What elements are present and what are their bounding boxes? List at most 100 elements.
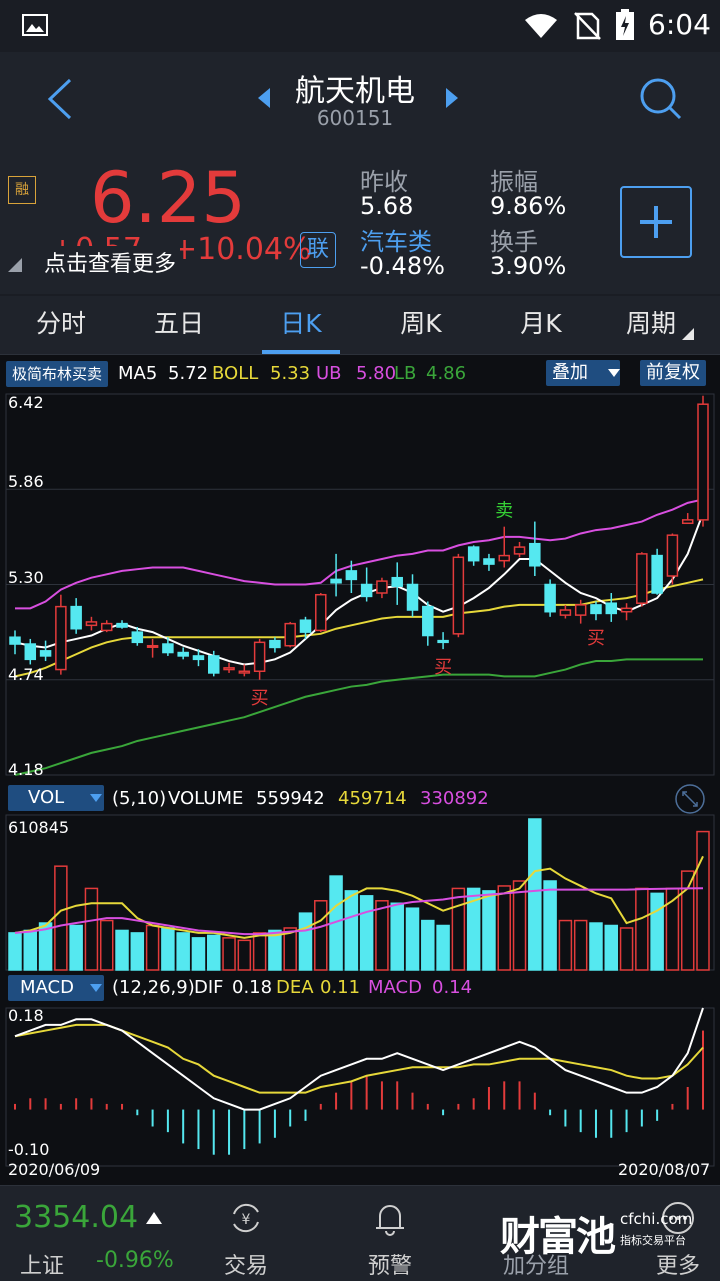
candle-body bbox=[269, 639, 281, 649]
dea-line bbox=[14, 1023, 704, 1094]
volume-bars bbox=[8, 818, 710, 971]
buy-signal: 买 bbox=[434, 657, 452, 678]
dif-value: 0.18 bbox=[232, 977, 273, 998]
ub-label: UB bbox=[316, 363, 342, 384]
turnover-label: 换手 bbox=[490, 228, 538, 256]
see-more-tip[interactable]: 点击查看更多 bbox=[40, 246, 181, 278]
volume-bar bbox=[635, 887, 649, 971]
nav-alert[interactable]: 预警 bbox=[340, 1186, 440, 1281]
back-arrow-icon[interactable] bbox=[44, 78, 74, 120]
volume-bar bbox=[451, 887, 466, 971]
buy-signal: 买 bbox=[251, 688, 269, 709]
boll-value: 5.33 bbox=[270, 363, 311, 384]
sector-change: -0.48% bbox=[360, 252, 445, 280]
linked-badge[interactable]: 联 bbox=[300, 232, 336, 268]
price-gridlines bbox=[6, 393, 714, 776]
volume-bar bbox=[390, 902, 404, 971]
nav-more-label: 更多 bbox=[655, 1254, 700, 1279]
tab-intraday[interactable]: 分时 bbox=[35, 309, 86, 338]
price-axis-label: 4.18 bbox=[8, 760, 44, 779]
prev-stock-icon[interactable] bbox=[258, 88, 272, 108]
candle-body bbox=[666, 534, 679, 577]
tab-monthly-k[interactable]: 月K bbox=[520, 309, 562, 338]
candle-body bbox=[253, 641, 266, 672]
ma5-line bbox=[14, 512, 704, 666]
expand-corner-icon bbox=[8, 258, 22, 272]
bell-icon bbox=[376, 1205, 404, 1236]
volume-bar bbox=[696, 830, 710, 971]
kline-chart-area[interactable]: 极简布林买卖 MA5 5.72 BOLL 5.33 UB 5.80 LB 4.8… bbox=[0, 355, 720, 1185]
nav-add-group[interactable]: 加分组 bbox=[486, 1186, 586, 1281]
overlay-dropdown[interactable]: 叠加 bbox=[546, 360, 620, 386]
candle-body bbox=[590, 604, 602, 615]
volume-bar bbox=[543, 880, 557, 971]
volume-bar bbox=[252, 932, 267, 971]
active-tab-indicator bbox=[262, 350, 340, 354]
current-price: 6.25 bbox=[90, 157, 246, 239]
volume-bar bbox=[54, 865, 68, 971]
candle-body bbox=[284, 622, 296, 647]
index-value[interactable]: 3354.04 bbox=[14, 1200, 139, 1235]
volume-bar bbox=[38, 922, 53, 971]
date-end: 2020/08/07 bbox=[618, 1160, 711, 1179]
candle-body bbox=[55, 605, 67, 671]
tab-daily-k[interactable]: 日K bbox=[280, 309, 322, 338]
candle-body bbox=[498, 554, 510, 562]
lb-value: 4.86 bbox=[426, 363, 467, 384]
nav-trade[interactable]: ¥ 交易 bbox=[196, 1186, 296, 1281]
fullscreen-icon[interactable] bbox=[674, 783, 706, 815]
candle-body bbox=[559, 609, 572, 616]
add-watchlist-button[interactable] bbox=[620, 186, 692, 258]
period-tabs: 分时 五日 日K 周K 月K 周期 bbox=[0, 296, 720, 355]
volume-bar bbox=[405, 907, 420, 971]
macd-value: 0.14 bbox=[432, 977, 473, 998]
candle-body bbox=[391, 576, 403, 587]
amplitude-label: 振幅 bbox=[490, 168, 538, 196]
prev-close-label: 昨收 bbox=[360, 168, 408, 196]
macd-indicator-name: MACD bbox=[20, 977, 74, 998]
more-icon bbox=[662, 1202, 694, 1234]
prev-close-value: 5.68 bbox=[360, 192, 414, 220]
volume-bar bbox=[191, 937, 206, 971]
candle-body bbox=[100, 622, 113, 632]
volume-params: (5,10) bbox=[112, 788, 167, 809]
buy-signal: 买 bbox=[587, 628, 605, 649]
tab-period[interactable]: 周期 bbox=[625, 309, 676, 338]
macd-indicator-selector[interactable]: MACD bbox=[8, 975, 104, 1001]
nav-more[interactable]: 更多 bbox=[628, 1186, 720, 1281]
yen-cycle-icon: ¥ bbox=[233, 1203, 259, 1233]
candle-body bbox=[360, 583, 373, 598]
search-icon[interactable] bbox=[638, 76, 682, 120]
candle-body bbox=[544, 583, 556, 613]
strategy-selector[interactable]: 极简布林买卖 bbox=[6, 361, 109, 387]
volume-bar bbox=[176, 932, 190, 971]
candle-body bbox=[376, 580, 388, 594]
volume-indicator-selector[interactable]: VOL bbox=[8, 785, 104, 811]
candle-body bbox=[177, 651, 189, 657]
candle-body bbox=[437, 639, 449, 644]
price-axis-label: 6.42 bbox=[8, 393, 44, 412]
next-stock-icon[interactable] bbox=[444, 88, 458, 108]
price-axis-label: 5.86 bbox=[8, 472, 44, 491]
adjust-button[interactable]: 前复权 bbox=[640, 360, 706, 386]
volume-bar bbox=[344, 890, 359, 971]
candle-body bbox=[223, 667, 235, 671]
ma5-value: 5.72 bbox=[168, 363, 209, 384]
volume-bar bbox=[497, 885, 511, 971]
volume-ma10: 330892 bbox=[420, 788, 489, 809]
candle-body bbox=[39, 650, 52, 657]
tab-five-day[interactable]: 五日 bbox=[153, 309, 204, 338]
boll-ub-line bbox=[15, 498, 704, 610]
stock-name: 航天机电 bbox=[295, 74, 415, 109]
volume-bar bbox=[314, 900, 328, 971]
candlesticks bbox=[9, 395, 709, 680]
tab-weekly-k[interactable]: 周K bbox=[400, 309, 442, 338]
sector-label[interactable]: 汽车类 bbox=[360, 228, 432, 256]
volume-bar bbox=[207, 934, 221, 971]
nav-trade-label: 交易 bbox=[223, 1254, 268, 1279]
candle-body bbox=[636, 553, 648, 604]
volume-bar bbox=[589, 922, 603, 971]
chevron-down-icon bbox=[90, 794, 102, 802]
